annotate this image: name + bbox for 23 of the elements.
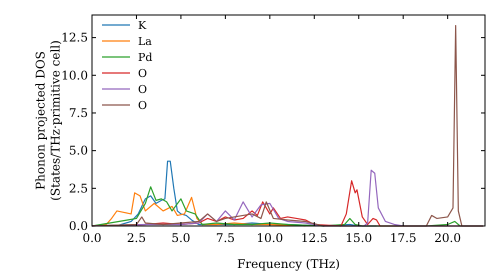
y-tick-label: 2.5: [68, 181, 88, 196]
y-tick-label: 7.5: [68, 106, 88, 120]
x-tick-label: 20.0: [434, 231, 462, 245]
legend-label: O: [138, 83, 148, 96]
x-tick-label: 2.5: [126, 231, 146, 245]
legend-label: O: [138, 67, 148, 80]
y-axis-title: Phonon projected DOS (States/THz·primitive cell): [34, 40, 62, 201]
x-tick-label: 15.0: [345, 231, 372, 245]
legend-label: Pd: [138, 51, 152, 64]
x-tick-label: 7.5: [216, 231, 235, 245]
x-tick-label: 17.5: [390, 231, 417, 245]
legend-label: O: [138, 99, 148, 112]
x-tick-label: 10.0: [256, 231, 284, 245]
legend-label: K: [138, 19, 147, 32]
y-tick-label: 0.0: [68, 219, 88, 233]
x-tick-label: 5.0: [171, 231, 190, 245]
y-tick-label: 5.0: [68, 144, 88, 158]
x-axis-title: Frequency (THz): [237, 257, 340, 271]
legend-label: La: [138, 35, 152, 48]
x-tick-label: 0.0: [82, 231, 102, 245]
y-tick-label: 12.5: [61, 30, 88, 45]
x-tick-label: 12.5: [300, 231, 328, 245]
y-tick-label: 10.0: [61, 68, 88, 82]
